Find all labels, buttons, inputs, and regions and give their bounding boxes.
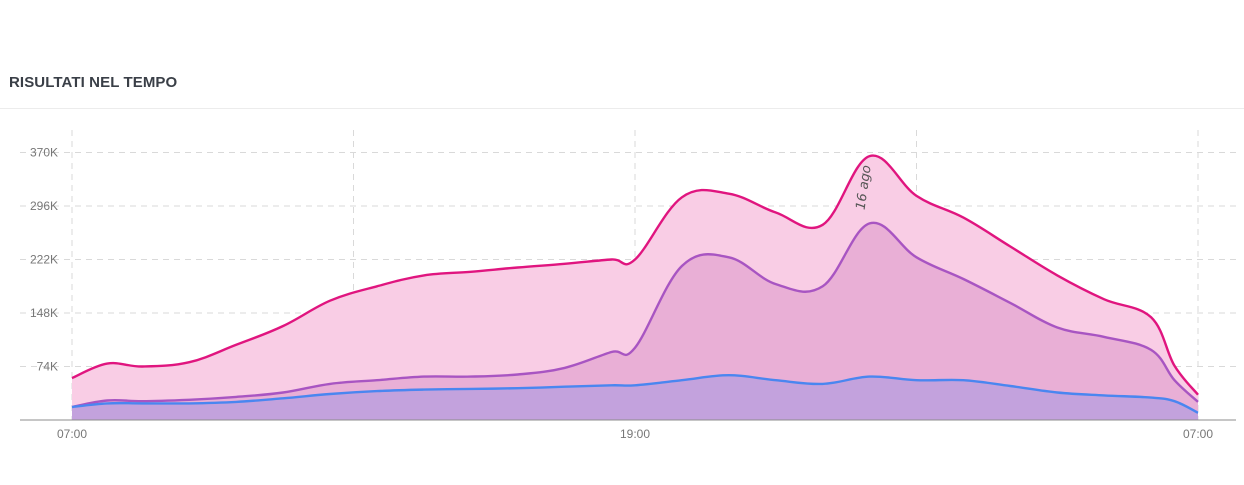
series-area-2: [72, 222, 1198, 420]
series-line-1[interactable]: [71, 154, 1199, 396]
series-line-2[interactable]: [71, 221, 1199, 409]
title-divider: [0, 108, 1244, 109]
y-tick-label: 296K: [30, 199, 58, 213]
y-tick-label: 74K: [37, 360, 58, 374]
x-tick-label: 19:00: [620, 427, 650, 441]
y-tick-label: 148K: [30, 306, 58, 320]
series-line-3[interactable]: [71, 374, 1199, 414]
chart-title: RISULTATI NEL TEMPO: [9, 74, 178, 91]
x-tick-label: 07:00: [1183, 427, 1213, 441]
series-area-3: [72, 375, 1198, 420]
y-tick-label: 370K: [30, 146, 58, 160]
date-marker-label: 16 ago: [854, 164, 875, 211]
x-tick-label: 07:00: [57, 427, 87, 441]
y-tick-label: 222K: [30, 253, 58, 267]
